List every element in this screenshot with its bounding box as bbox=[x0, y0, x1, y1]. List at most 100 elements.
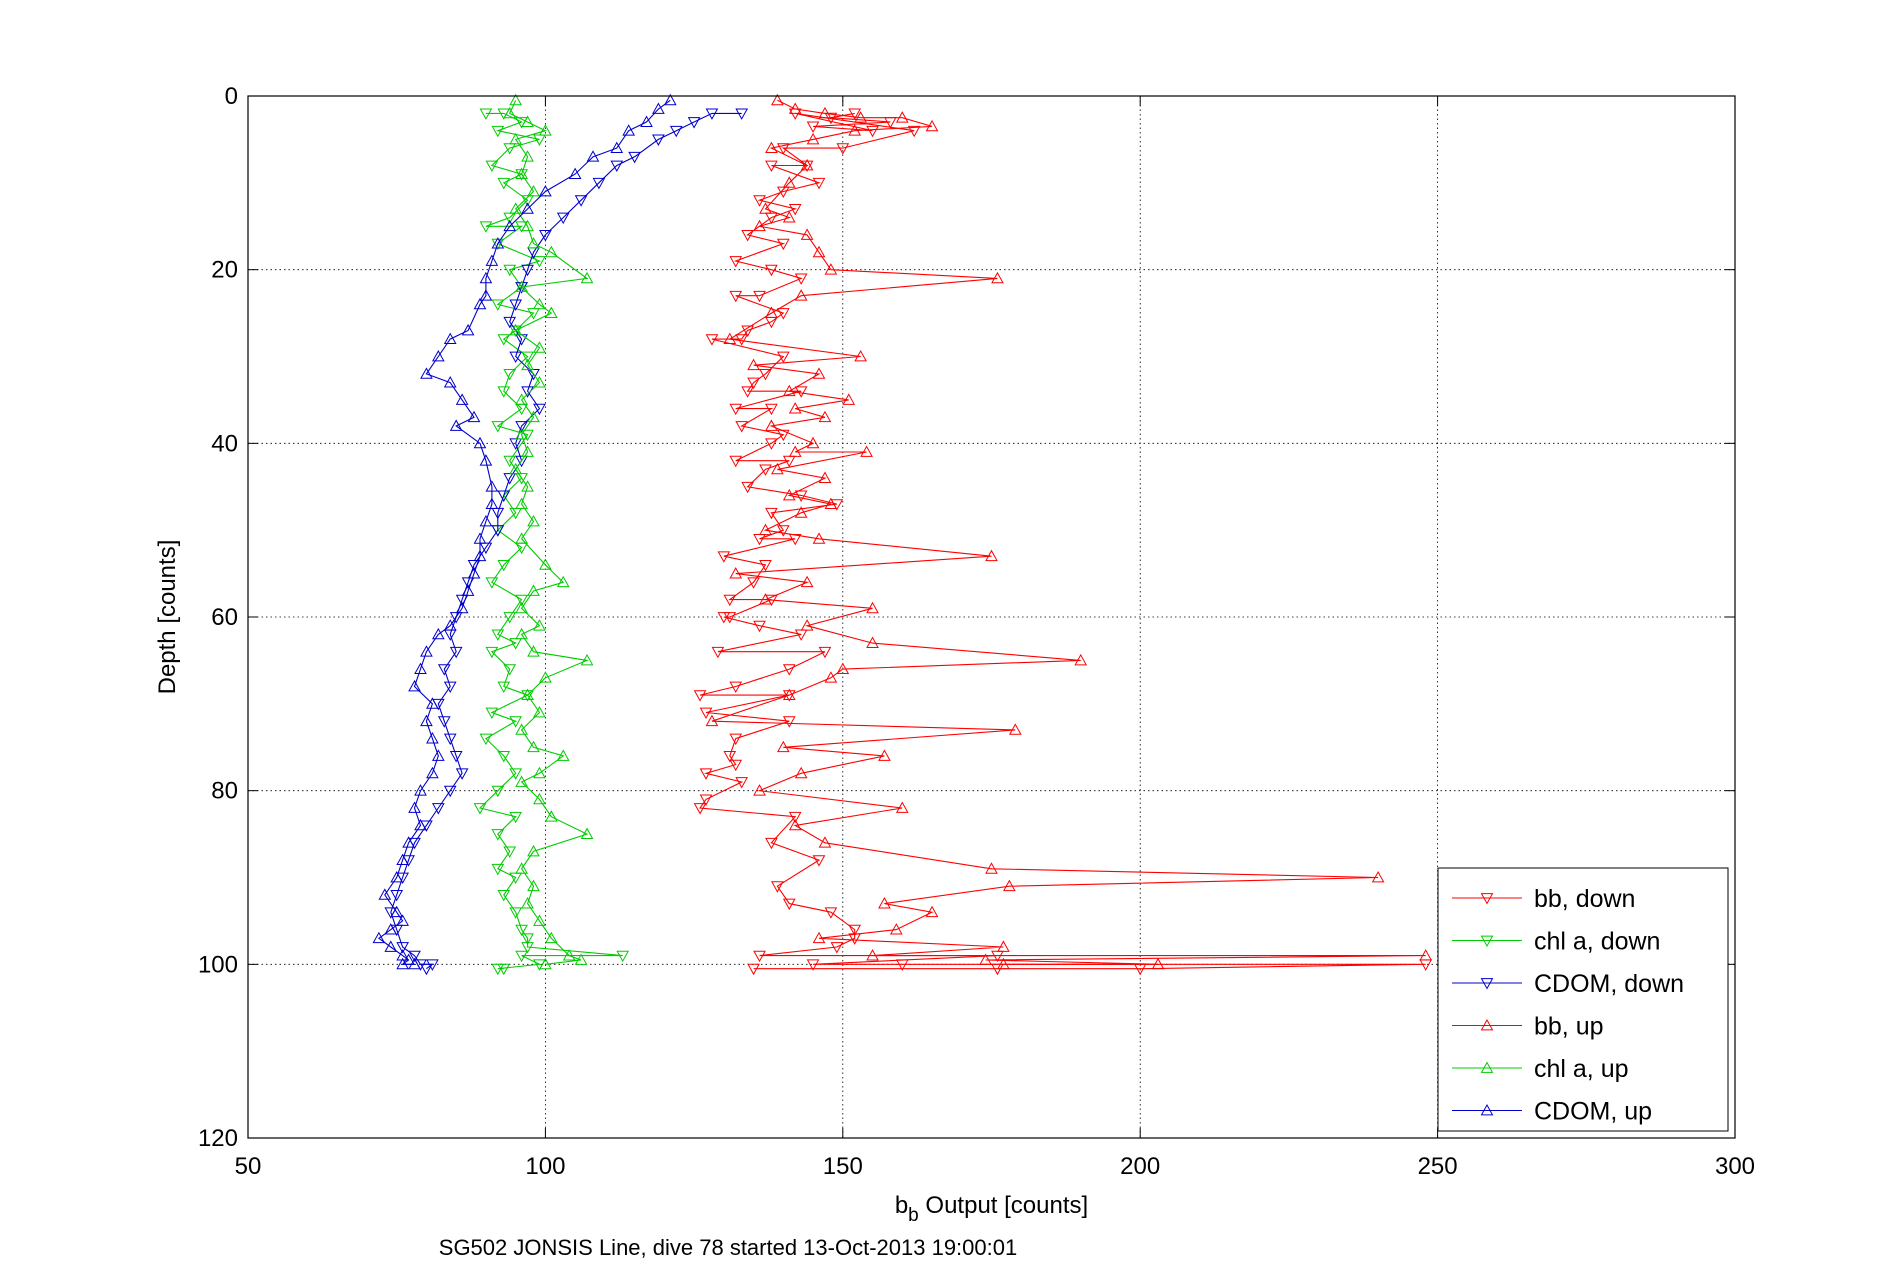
series-line bbox=[508, 100, 589, 965]
data-point bbox=[753, 290, 766, 303]
data-point bbox=[485, 480, 499, 492]
data-point bbox=[753, 620, 766, 633]
data-point bbox=[765, 419, 778, 431]
data-point bbox=[735, 421, 749, 433]
x-axis-label: bb Output [counts] bbox=[895, 1192, 1088, 1226]
data-point bbox=[800, 158, 814, 171]
data-point bbox=[818, 836, 832, 848]
data-point bbox=[443, 733, 457, 746]
data-point bbox=[729, 290, 743, 303]
data-point bbox=[765, 141, 778, 153]
data-point bbox=[503, 316, 517, 329]
data-point bbox=[539, 558, 552, 570]
data-point bbox=[717, 551, 731, 563]
data-point bbox=[699, 768, 713, 780]
x-tick-label: 50 bbox=[235, 1153, 262, 1180]
data-point bbox=[479, 221, 493, 233]
data-point bbox=[515, 532, 528, 544]
data-point bbox=[533, 341, 546, 353]
data-point bbox=[527, 410, 540, 423]
data-point bbox=[753, 950, 766, 963]
data-point bbox=[794, 766, 808, 779]
data-point bbox=[479, 289, 493, 301]
data-point bbox=[782, 716, 796, 728]
data-point bbox=[765, 403, 778, 416]
data-point bbox=[503, 106, 517, 119]
data-point bbox=[509, 202, 523, 214]
data-point bbox=[878, 749, 891, 761]
data-point bbox=[491, 629, 505, 641]
data-point bbox=[985, 549, 998, 562]
data-point bbox=[782, 176, 796, 188]
data-point bbox=[693, 803, 707, 815]
data-point bbox=[396, 942, 409, 954]
data-point bbox=[491, 238, 505, 251]
data-point bbox=[455, 768, 469, 780]
data-point bbox=[800, 619, 814, 631]
data-point bbox=[420, 367, 433, 379]
data-point bbox=[723, 594, 737, 607]
data-point bbox=[497, 751, 511, 763]
data-point bbox=[729, 455, 743, 468]
data-point bbox=[515, 421, 528, 433]
data-point bbox=[527, 184, 540, 197]
legend-marker bbox=[1480, 1061, 1494, 1073]
series-line bbox=[478, 112, 623, 970]
data-point bbox=[467, 567, 481, 579]
x-tick-label: 200 bbox=[1120, 1153, 1160, 1180]
data-point bbox=[491, 237, 505, 249]
data-point bbox=[515, 167, 528, 180]
legend-label: chl a, up bbox=[1534, 1055, 1629, 1083]
data-point bbox=[515, 282, 528, 294]
data-point bbox=[794, 386, 808, 398]
data-point bbox=[854, 111, 867, 123]
data-point bbox=[515, 280, 528, 292]
data-point bbox=[556, 749, 570, 761]
legend-label: chl a, down bbox=[1534, 928, 1660, 956]
data-point bbox=[854, 349, 867, 362]
data-point bbox=[759, 593, 772, 605]
data-point bbox=[509, 462, 523, 475]
data-point bbox=[485, 497, 499, 510]
data-point bbox=[878, 897, 891, 909]
x-axis-label-main: b bbox=[895, 1192, 908, 1219]
data-point bbox=[800, 575, 814, 588]
data-point bbox=[515, 428, 528, 440]
data-point bbox=[509, 93, 523, 106]
data-point bbox=[479, 271, 493, 284]
data-point bbox=[765, 507, 778, 520]
data-point bbox=[800, 160, 814, 172]
data-point bbox=[806, 436, 820, 449]
data-point bbox=[455, 393, 469, 405]
x-tick-label: 100 bbox=[525, 1153, 565, 1180]
data-point bbox=[800, 228, 814, 240]
data-point bbox=[437, 664, 451, 676]
data-point bbox=[705, 334, 719, 346]
data-point bbox=[414, 784, 427, 796]
data-point bbox=[556, 212, 570, 225]
data-point bbox=[473, 297, 487, 310]
data-point bbox=[449, 419, 463, 431]
data-point bbox=[503, 455, 517, 468]
data-point bbox=[479, 454, 493, 466]
data-point bbox=[889, 923, 903, 935]
data-point bbox=[396, 957, 409, 970]
data-point bbox=[776, 238, 790, 251]
data-point bbox=[985, 862, 998, 874]
data-point bbox=[426, 697, 439, 709]
data-point bbox=[782, 688, 796, 701]
data-point bbox=[515, 862, 528, 874]
data-point bbox=[473, 803, 487, 815]
data-point bbox=[776, 308, 790, 320]
data-point bbox=[759, 560, 772, 572]
data-point bbox=[420, 963, 433, 976]
data-point bbox=[539, 671, 552, 683]
data-point bbox=[497, 386, 511, 398]
data-point bbox=[997, 957, 1010, 970]
data-point bbox=[824, 907, 838, 919]
data-point bbox=[515, 627, 528, 640]
data-point bbox=[866, 601, 879, 614]
data-point bbox=[818, 410, 832, 423]
data-point bbox=[705, 714, 719, 727]
data-point bbox=[533, 403, 546, 416]
